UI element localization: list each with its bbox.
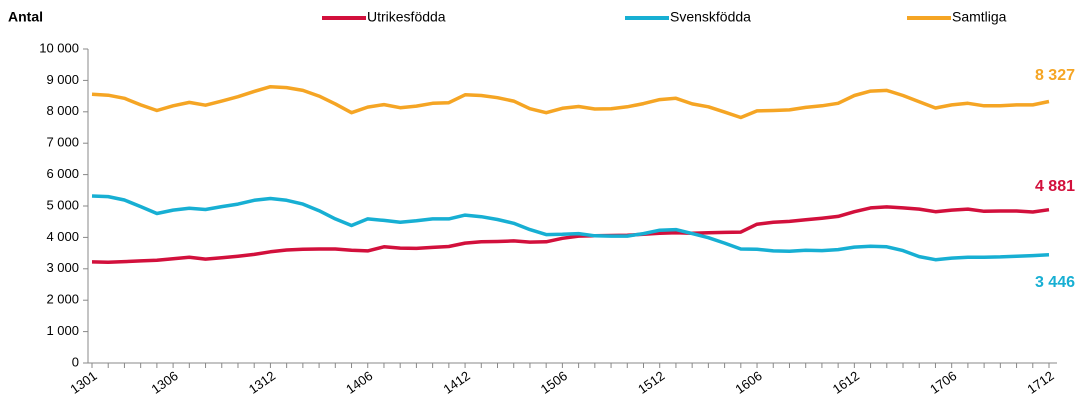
x-tick-label: 1312	[246, 368, 278, 397]
y-tick-label: 3 000	[46, 260, 79, 275]
y-tick-label: 8 000	[46, 103, 79, 118]
end-label: 8 327	[1035, 67, 1075, 84]
y-tick-label: 0	[72, 354, 79, 369]
end-label: 3 446	[1035, 274, 1075, 291]
x-tick-label: 1301	[67, 368, 99, 397]
x-tick-label: 1612	[830, 368, 862, 397]
x-tick-label: 1306	[148, 368, 180, 397]
y-axis-label: Antal	[8, 9, 43, 25]
y-tick-label: 2 000	[46, 292, 79, 307]
y-tick-label: 9 000	[46, 72, 79, 87]
legend-label: Samtliga	[952, 9, 1007, 25]
x-tick-label: 1506	[538, 368, 570, 397]
x-tick-label: 1512	[635, 368, 667, 397]
legend-label: Svenskfödda	[670, 9, 751, 25]
x-tick-label: 1712	[1024, 368, 1056, 397]
y-tick-label: 10 000	[39, 40, 79, 55]
x-tick-label: 1406	[343, 368, 375, 397]
series-line	[91, 205, 1050, 264]
series-line	[91, 194, 1050, 262]
x-tick-label: 1706	[927, 368, 959, 397]
legend-label: Utrikesfödda	[367, 9, 446, 25]
x-tick-label: 1412	[440, 368, 472, 397]
x-tick-label: 1606	[732, 368, 764, 397]
end-label: 4 881	[1035, 178, 1075, 195]
y-tick-label: 5 000	[46, 197, 79, 212]
y-tick-label: 6 000	[46, 166, 79, 181]
y-tick-label: 4 000	[46, 229, 79, 244]
series-line	[91, 84, 1050, 120]
y-tick-label: 7 000	[46, 135, 79, 150]
y-tick-label: 1 000	[46, 323, 79, 338]
